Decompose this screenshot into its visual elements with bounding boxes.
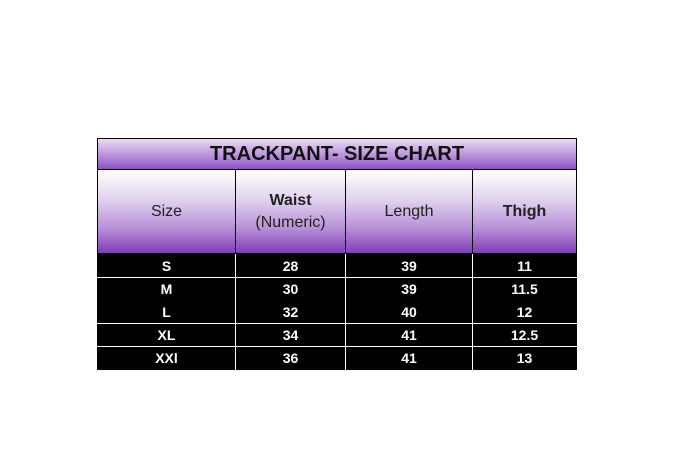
table-cell: 41 — [401, 326, 417, 343]
column-header: Size — [98, 170, 235, 253]
table-cell: XL — [157, 326, 176, 343]
row-divider — [97, 323, 577, 324]
header-line: (Numeric) — [255, 213, 326, 231]
row-divider — [97, 277, 577, 278]
row-divider — [97, 346, 577, 347]
table-cell: 28 — [282, 257, 299, 274]
column-header: Length — [346, 170, 472, 253]
table-cell: 40 — [401, 303, 417, 320]
column-header: Thigh — [473, 170, 576, 253]
table-cell: 32 — [282, 303, 299, 320]
table-cell: 11 — [517, 257, 532, 274]
column-divider — [235, 254, 236, 370]
header-line: Waist — [269, 191, 312, 209]
column-divider — [345, 254, 346, 370]
table-cell: 13 — [516, 349, 533, 366]
table-cell: 12 — [516, 303, 533, 320]
table-cell: 11.5 — [511, 280, 538, 297]
table-cell: XXl — [155, 349, 178, 366]
size-chart-table: TRACKPANT- SIZE CHART Size Waist (Numeric)… — [97, 138, 577, 370]
table-cell: L — [162, 303, 171, 320]
table-cell: M — [160, 280, 173, 297]
column-divider — [472, 254, 473, 370]
table-cell: 39 — [401, 280, 417, 297]
table-cell: 34 — [282, 326, 299, 343]
table-cell: 30 — [282, 280, 299, 297]
table-cell: 36 — [282, 349, 299, 366]
table-cell: S — [161, 257, 172, 274]
column-header: Waist (Numeric) — [236, 170, 345, 253]
table-title: TRACKPANT- SIZE CHART — [98, 139, 576, 169]
table-cell: 12.5 — [510, 326, 539, 343]
table-cell: 39 — [401, 257, 417, 274]
table-cell: 41 — [401, 349, 417, 366]
